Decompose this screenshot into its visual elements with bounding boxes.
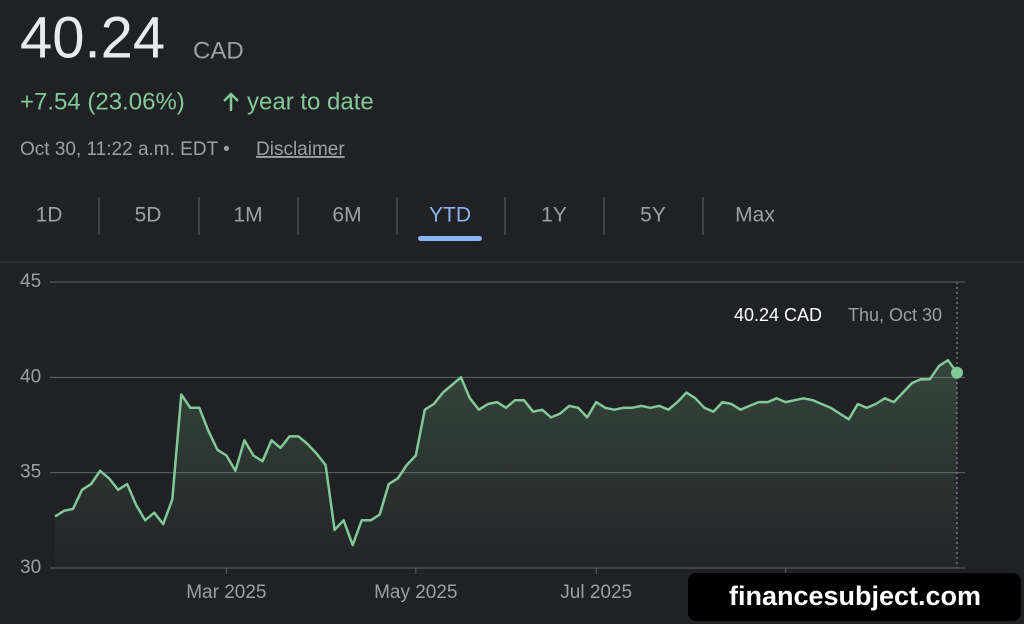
x-tick-label: May 2025 <box>374 582 457 603</box>
currency: CAD <box>193 37 244 64</box>
tab[interactable]: 5Y <box>640 204 666 227</box>
tab[interactable]: 1M <box>233 204 262 227</box>
period: year to date <box>247 88 374 115</box>
tooltip-value: 40.24 CAD <box>734 305 822 325</box>
y-tick-label: 35 <box>20 462 41 483</box>
y-tick-label: 45 <box>20 271 41 292</box>
tab[interactable]: Max <box>735 204 775 227</box>
price-line <box>54 358 959 547</box>
area <box>55 360 957 568</box>
watermark-box <box>688 573 1021 621</box>
tab[interactable]: 1Y <box>541 204 567 227</box>
y-tick-label: 30 <box>20 557 41 578</box>
x-tick-label: Jul 2025 <box>560 582 632 603</box>
up-arrow <box>223 92 239 111</box>
timestamp: Oct 30, 11:22 a.m. EDT • <box>20 139 230 160</box>
watermark: financesubject.com <box>729 581 981 611</box>
tab-indicator <box>418 236 482 241</box>
tab[interactable]: YTD <box>429 204 471 227</box>
last-point <box>951 366 963 379</box>
y-tick-label: 40 <box>20 366 41 387</box>
tooltip-date: Thu, Oct 30 <box>848 305 942 325</box>
tab[interactable]: 6M <box>332 204 361 227</box>
change: +7.54 (23.06%) <box>20 88 185 115</box>
x-tick-label: Mar 2025 <box>186 582 266 603</box>
tab[interactable]: 1D <box>36 204 63 227</box>
disclaimer-link[interactable]: Disclaimer <box>256 139 345 160</box>
price: 40.24 <box>20 5 165 70</box>
tab[interactable]: 5D <box>135 204 162 227</box>
